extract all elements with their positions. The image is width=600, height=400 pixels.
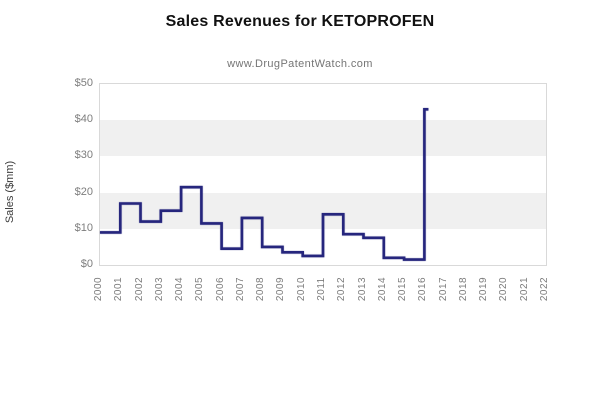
x-tick-label: 2017	[437, 276, 449, 302]
y-tick-label: $0	[80, 258, 93, 270]
x-tick-label: 2020	[498, 276, 510, 302]
y-tick-label: $10	[74, 221, 93, 234]
x-tick-label: 2011	[316, 277, 327, 301]
y-tick-label: $50	[74, 77, 93, 89]
x-tick-label: 2007	[234, 276, 246, 302]
chart-subtitle: www.DrugPatentWatch.com	[227, 58, 373, 70]
x-tick-label: 2003	[153, 276, 165, 302]
x-tick-label: 2000	[93, 276, 104, 302]
y-tick-label: $40	[74, 113, 93, 126]
x-tick-label: 2019	[478, 276, 490, 302]
x-tick-label: 2016	[417, 276, 429, 302]
x-tick-label: 2015	[397, 276, 409, 302]
x-tick-label: 2021	[518, 276, 530, 302]
x-tick-label: 2009	[275, 276, 287, 302]
x-tick-label: 2001	[113, 276, 125, 302]
shaded-band	[100, 120, 546, 157]
x-tick-label: 2013	[356, 276, 368, 302]
x-tick-label: 2004	[174, 276, 186, 302]
x-tick-label: 2006	[214, 276, 226, 302]
x-tick-label: 2008	[255, 276, 267, 302]
x-tick-label: 2014	[376, 276, 388, 302]
x-tick-label: 2012	[336, 276, 348, 302]
y-tick-label: $30	[74, 149, 93, 162]
x-tick-label: 2022	[539, 276, 550, 302]
chart-title: Sales Revenues for KETOPROFEN	[165, 13, 435, 30]
plot-area	[99, 83, 547, 266]
sales-step-line-svg	[100, 108, 429, 261]
x-tick-label: 2005	[194, 276, 206, 302]
y-tick-label: $20	[74, 185, 93, 198]
x-tick-label: 2002	[133, 276, 145, 302]
x-tick-label: 2018	[457, 276, 469, 302]
x-tick-label: 2010	[295, 276, 307, 302]
sales-step-line	[100, 108, 429, 261]
y-axis-title: Sales ($mm)	[4, 160, 16, 224]
